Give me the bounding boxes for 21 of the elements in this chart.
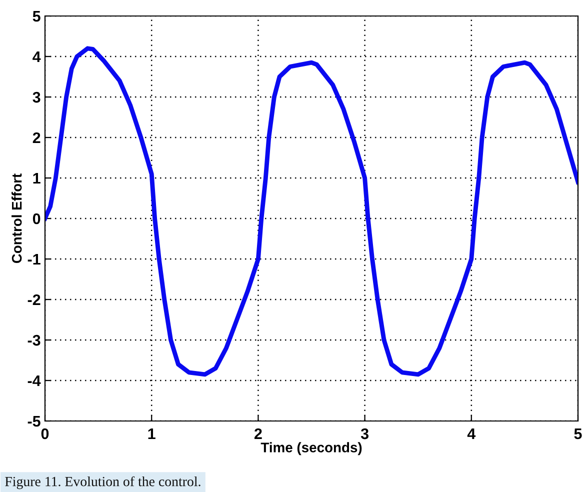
y-tick-label: -4 [28,376,41,386]
x-tick-label: 5 [574,428,582,440]
caption: Figure 11. Evolution of the control. [5,476,200,490]
line-series [45,46,578,377]
y-tick-label: -3 [28,334,40,346]
y-tick-label: -2 [28,294,40,306]
y-tick-label: 4 [32,52,41,62]
y-tick-label: 2 [32,132,40,144]
y-tick-label: 1 [33,173,40,184]
y-tick-label: -1 [28,254,40,265]
y-tick-label: 3 [32,92,40,103]
y-tick-label: -5 [28,416,40,427]
x-tick-label: 3 [360,428,368,440]
x-tick-label: 1 [148,428,156,440]
y-axis-title: Control Effort [12,174,22,264]
y-tick-label: 5 [32,11,40,22]
x-tick-label: 2 [254,428,262,440]
x-axis-title: Time (seconds) [260,442,362,456]
y-tick-label: 0 [32,213,40,224]
x-tick-label: 4 [467,428,476,440]
x-tick-label: 0 [41,428,49,440]
